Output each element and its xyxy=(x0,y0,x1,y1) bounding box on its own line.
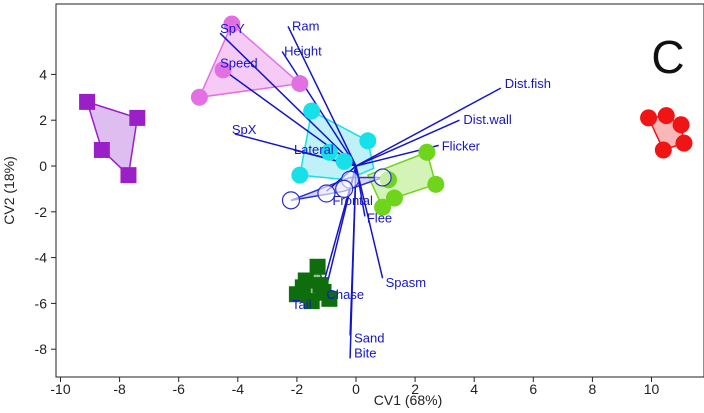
vector-label: Ram xyxy=(292,18,319,33)
plot-frame xyxy=(55,3,704,378)
vector-label: Dist.fish xyxy=(505,76,551,91)
data-point-open-circle xyxy=(373,168,392,187)
data-point-circle xyxy=(303,102,321,120)
vector-layer xyxy=(219,25,502,359)
x-axis-title: CV1 (68%) xyxy=(374,392,442,408)
loading-vector xyxy=(219,32,357,167)
loading-vector xyxy=(355,165,384,279)
vector-label: Frontal xyxy=(332,193,373,208)
data-point-square xyxy=(120,167,137,184)
data-point-circle xyxy=(654,141,672,159)
x-tick-label: 10 xyxy=(644,381,660,397)
data-point-square xyxy=(315,283,332,300)
data-point-circle xyxy=(374,198,392,216)
x-tick-label: 6 xyxy=(529,381,537,397)
vector-label: Sand xyxy=(354,330,384,345)
data-point-circle xyxy=(291,75,309,93)
vector-label: Lateral xyxy=(294,142,334,157)
data-point-circle xyxy=(291,166,309,184)
data-point-circle xyxy=(214,61,232,79)
x-tick-label: 2 xyxy=(411,381,419,397)
data-point-circle xyxy=(427,175,445,193)
vector-label-layer: Ram SpY Height Speed Dist.fish Dist.wall Flick… xyxy=(220,18,551,360)
x-tick-label: 8 xyxy=(589,381,597,397)
data-point-circle xyxy=(675,134,693,152)
y-tick-label: 0 xyxy=(39,158,47,174)
vector-label: SpY xyxy=(220,21,245,36)
data-point-square xyxy=(309,258,326,275)
data-point-square xyxy=(129,109,146,126)
y-axis-title: CV2 (18%) xyxy=(1,156,17,224)
data-point-circle xyxy=(672,116,690,134)
x-tick-label: 0 xyxy=(352,381,360,397)
data-point-open-circle xyxy=(335,179,354,198)
vector-label: Tail xyxy=(292,297,312,312)
vector-label: Chase xyxy=(327,287,365,302)
vector-label: SpX xyxy=(232,122,257,137)
group-hull xyxy=(198,22,302,99)
x-tick-label: 4 xyxy=(470,381,478,397)
loading-vector xyxy=(287,25,357,167)
point-layer xyxy=(79,15,693,310)
y-tick-label: -4 xyxy=(35,250,48,266)
vector-label: Speed xyxy=(220,56,258,71)
x-tick-label: -8 xyxy=(113,381,126,397)
group-hull-layer xyxy=(85,22,685,302)
data-point-open-circle xyxy=(281,191,301,210)
data-point-circle xyxy=(657,107,675,125)
vector-label: Flicker xyxy=(442,138,481,153)
vector-label: Height xyxy=(284,44,322,59)
x-axis-ticks: -10 -8 -6 -4 -2 0 2 4 6 8 10 xyxy=(50,377,659,397)
data-point-circle xyxy=(190,88,208,106)
data-point-square xyxy=(294,279,311,296)
y-tick-label: 2 xyxy=(39,112,47,128)
data-point-circle xyxy=(359,132,377,150)
y-tick-label: -2 xyxy=(35,204,48,220)
y-tick-label: -8 xyxy=(35,341,48,357)
loading-vector xyxy=(349,165,357,359)
data-point-circle xyxy=(335,152,353,170)
y-tick-label: 4 xyxy=(39,66,47,82)
x-tick-label: -2 xyxy=(291,381,304,397)
data-point-square xyxy=(93,141,110,158)
y-tick-label: -6 xyxy=(35,295,48,311)
data-point-circle xyxy=(418,143,436,161)
loading-vector xyxy=(355,119,460,167)
y-axis-ticks: -8 -6 -4 -2 0 2 4 xyxy=(35,66,56,357)
data-point-circle xyxy=(640,109,658,127)
vector-label: Bite xyxy=(354,345,376,360)
data-point-circle xyxy=(385,189,403,207)
data-point-square xyxy=(79,93,96,110)
data-point-open-circle xyxy=(317,184,336,203)
x-tick-label: -10 xyxy=(50,381,70,397)
vector-label: Dist.wall xyxy=(463,112,512,127)
vector-label: Spasm xyxy=(386,275,426,290)
vector-label: Flee xyxy=(367,210,392,225)
panel-letter: C xyxy=(651,31,684,83)
data-point-circle xyxy=(320,143,338,161)
x-tick-label: -4 xyxy=(232,381,245,397)
loading-vector xyxy=(355,87,502,167)
data-point-circle xyxy=(223,15,241,33)
x-tick-label: -6 xyxy=(172,381,185,397)
